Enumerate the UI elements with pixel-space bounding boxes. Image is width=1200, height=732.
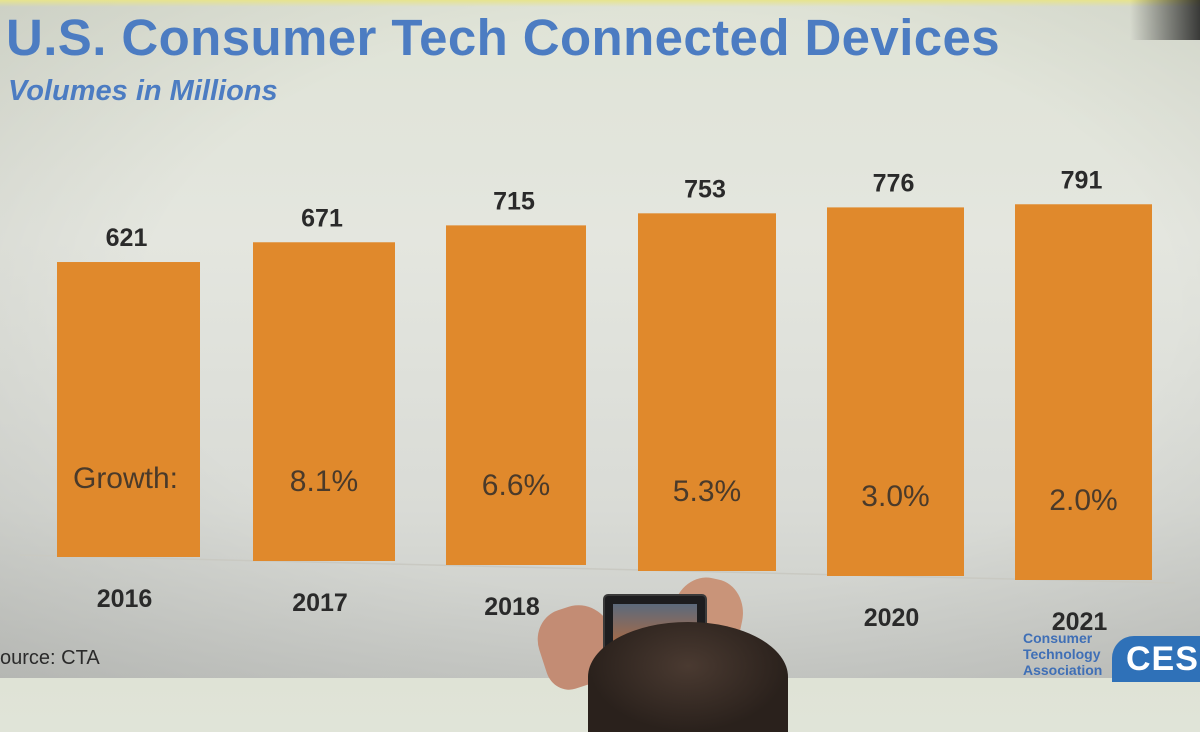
x-tick-2018: 2018: [484, 593, 540, 621]
bar-2020: [827, 207, 964, 576]
x-tick-2020: 2020: [864, 604, 920, 632]
x-tick-2021: 2021: [1052, 608, 1108, 636]
audience-head: [588, 622, 788, 732]
labels-group: 621 2016 Growth: 671 2017 8.1% 715 2018 6.6% 753 5…: [73, 166, 1118, 636]
screen-corner-shadow: [1130, 0, 1200, 40]
projector-top-edge: [0, 0, 1200, 7]
value-label-2017: 671: [301, 204, 343, 232]
growth-2019: 5.3%: [673, 475, 741, 508]
growth-2018: 6.6%: [482, 469, 550, 502]
x-tick-2016: 2016: [97, 585, 153, 613]
ces-badge: CES: [1112, 636, 1200, 682]
bar-2016: [57, 262, 200, 557]
value-label-2018: 715: [493, 187, 535, 215]
bar-chart: 621 2016 Growth: 671 2017 8.1% 715 2018 6.6% 753 5…: [19, 166, 1176, 636]
cta-logo: Consumer Technology Association: [1023, 630, 1103, 678]
x-tick-2017: 2017: [292, 589, 348, 617]
bar-2017: [253, 242, 395, 561]
bar-2018: [446, 225, 586, 565]
value-label-2019: 753: [684, 175, 726, 203]
growth-label: Growth:: [73, 462, 178, 495]
slide-title: U.S. Consumer Tech Connected Devices: [6, 9, 1001, 66]
value-label-2020: 776: [873, 169, 915, 197]
slide-subtitle: Volumes in Millions: [8, 75, 278, 107]
growth-2020: 3.0%: [861, 480, 929, 513]
bars-group: [19, 204, 1176, 584]
x-axis-line: [19, 554, 1176, 584]
source-note: ource: CTA: [0, 647, 100, 669]
growth-2017: 8.1%: [290, 465, 358, 498]
bar-2019: [638, 213, 776, 571]
value-label-2021: 791: [1061, 166, 1103, 194]
growth-2021: 2.0%: [1049, 484, 1117, 517]
bar-2021: [1015, 204, 1152, 580]
value-label-2016: 621: [106, 224, 148, 252]
